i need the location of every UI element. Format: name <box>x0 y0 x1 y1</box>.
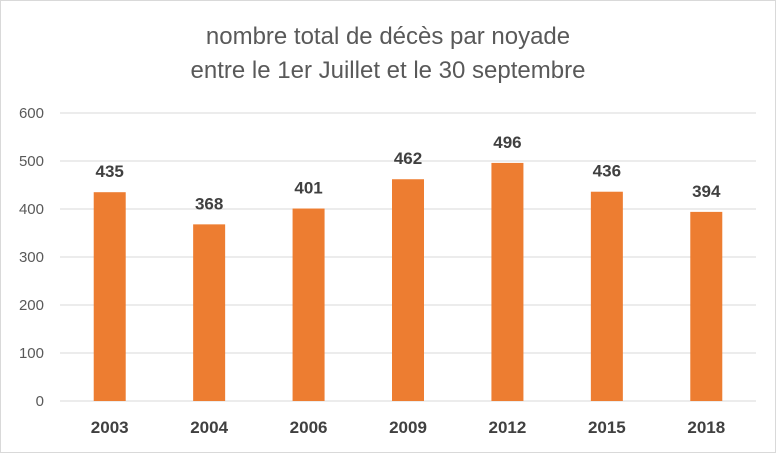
x-tick-label-2012: 2012 <box>489 418 527 437</box>
bar-2018 <box>690 211 723 401</box>
y-tick-label-0: 0 <box>36 393 44 410</box>
chart-title-line-1: nombre total de décès par noyade <box>205 23 571 50</box>
x-tick-label-2004: 2004 <box>190 418 228 437</box>
data-label-2012: 496 <box>493 133 521 152</box>
y-tick-label-600: 600 <box>19 105 44 122</box>
chart-title-line-2: entre le 1er Juillet et le 30 septembre <box>190 57 586 84</box>
data-label-2006: 401 <box>294 179 322 198</box>
data-label-2009: 462 <box>394 149 422 168</box>
x-axis: 2003 2004 2006 2009 2012 2015 2018 <box>91 418 725 437</box>
data-label-2015: 436 <box>593 162 621 181</box>
x-tick-label-2006: 2006 <box>290 418 328 437</box>
bar-2012 <box>491 162 524 401</box>
bars <box>93 162 723 401</box>
bar-2003 <box>93 192 126 401</box>
y-tick-label-100: 100 <box>19 345 44 362</box>
bar-2004 <box>193 224 226 401</box>
y-tick-label-500: 500 <box>19 153 44 170</box>
data-label-2003: 435 <box>96 162 124 181</box>
y-tick-label-300: 300 <box>19 249 44 266</box>
x-tick-label-2018: 2018 <box>687 418 725 437</box>
bar-2006 <box>292 208 325 401</box>
y-tick-label-200: 200 <box>19 297 44 314</box>
data-labels: 435 368 401 462 496 436 394 <box>96 133 721 213</box>
data-label-2004: 368 <box>195 194 223 213</box>
x-tick-label-2009: 2009 <box>389 418 427 437</box>
bar-2015 <box>590 191 623 401</box>
data-label-2018: 394 <box>692 182 721 201</box>
x-tick-label-2015: 2015 <box>588 418 626 437</box>
x-tick-label-2003: 2003 <box>91 418 129 437</box>
y-tick-label-400: 400 <box>19 201 44 218</box>
bar-2009 <box>392 179 424 401</box>
y-axis: 0 100 200 300 400 500 600 <box>19 105 44 410</box>
chart-title: nombre total de décès par noyade entre l… <box>0 20 776 88</box>
